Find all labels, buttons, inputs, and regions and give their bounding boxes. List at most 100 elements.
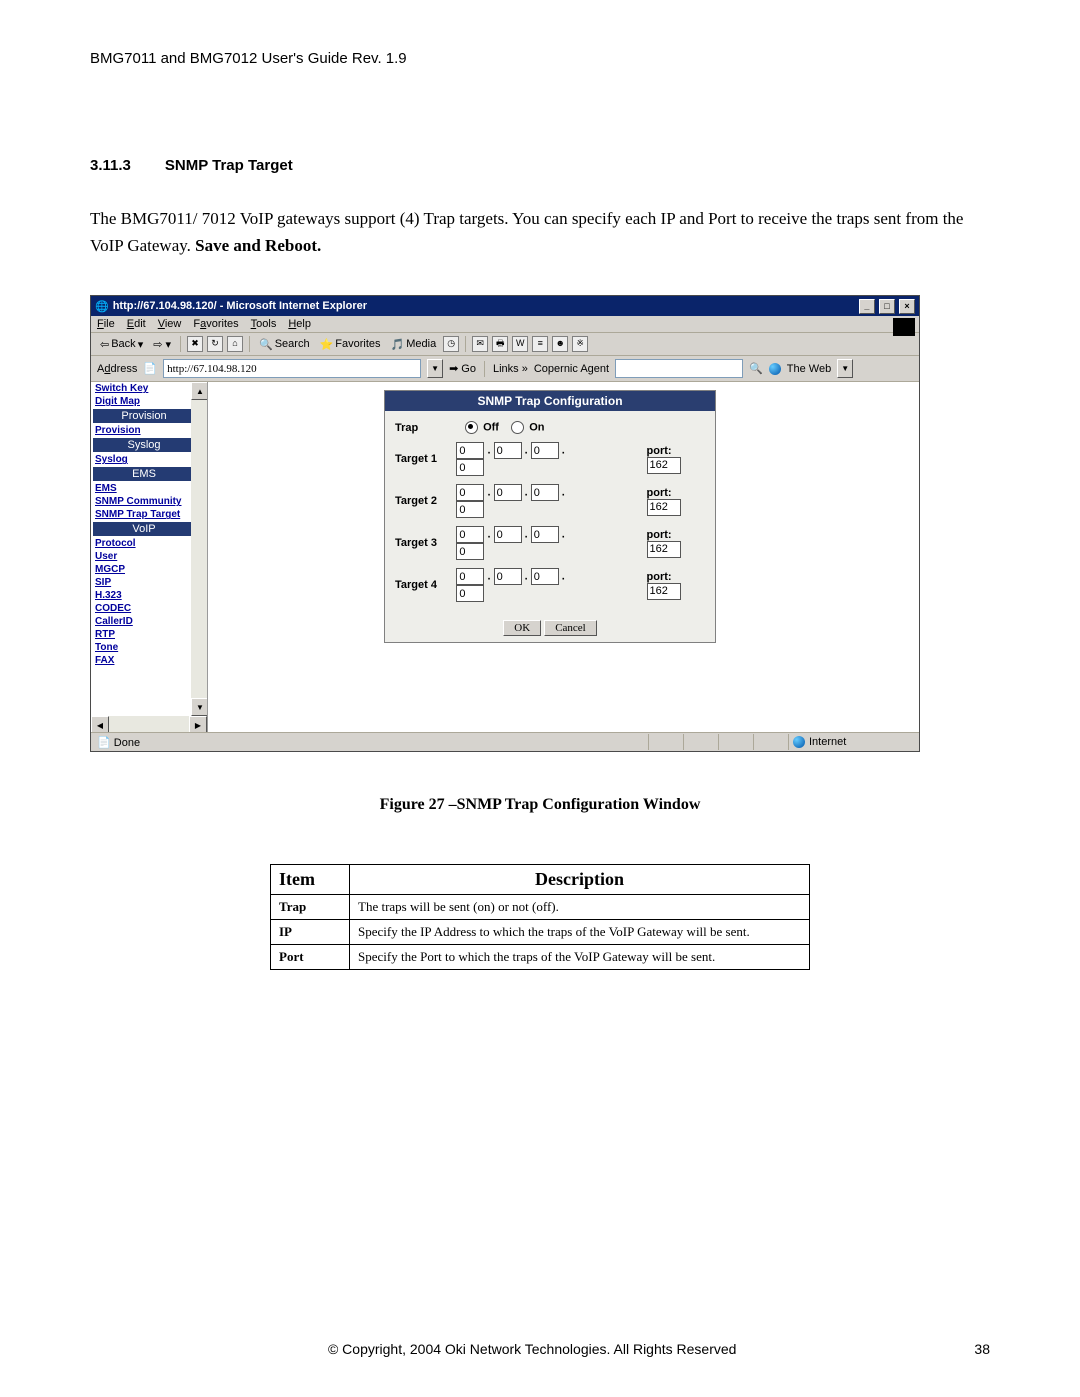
trap-off-label: Off [483,422,499,434]
messenger-button[interactable]: ☻ [552,336,568,352]
ip-octet-input[interactable] [494,484,522,501]
research-button[interactable]: ※ [572,336,588,352]
cell-item: Port [271,945,350,970]
sidebar-link[interactable]: User [95,550,193,563]
ie-menubar: File Edit View Favorites Tools Help [91,316,919,333]
ip-octet-input[interactable] [456,484,484,501]
sidebar-link[interactable]: H.323 [95,589,193,602]
history-button[interactable]: ◷ [443,336,459,352]
ie-titlebar: 🌐 http://67.104.98.120/ - Microsoft Inte… [91,296,919,316]
ip-octet-input[interactable] [456,459,484,476]
sidebar-link[interactable]: EMS [95,482,193,495]
address-dropdown[interactable]: ▼ [427,359,443,378]
go-button[interactable]: ➡ Go [449,362,476,375]
menu-view[interactable]: View [158,318,182,330]
target-label: Target 3 [395,537,456,549]
stop-button[interactable]: ✖ [187,336,203,352]
copernic-input[interactable] [615,359,743,378]
home-button[interactable]: ⌂ [227,336,243,352]
ok-button[interactable]: OK [503,620,541,636]
address-input[interactable] [163,359,421,378]
window-controls: _ □ × [858,299,915,314]
sidebar-link[interactable]: CallerID [95,615,193,628]
sidebar-link[interactable]: RTP [95,628,193,641]
ip-octet-input[interactable] [531,442,559,459]
ip-octet-input[interactable] [456,526,484,543]
trap-off-radio[interactable] [465,421,478,434]
sidebar-heading: Syslog [93,438,195,452]
port-label: port: [647,487,672,499]
sidebar-link[interactable]: Provision [95,424,193,437]
ip-octet-input[interactable] [494,526,522,543]
minimize-button[interactable]: _ [859,299,875,314]
sidebar-link[interactable]: Protocol [95,537,193,550]
close-button[interactable]: × [899,299,915,314]
sidebar-link[interactable]: Tone [95,641,193,654]
description-table: Item Description TrapThe traps will be s… [270,864,810,970]
port-label: port: [647,445,672,457]
scroll-right-button[interactable]: ▶ [189,716,207,732]
cell-item: Trap [271,895,350,920]
sidebar-link[interactable]: FAX [95,654,193,667]
sidebar-vscroll[interactable]: ▲ ▼ [191,382,207,716]
edit-button[interactable]: W [512,336,528,352]
maximize-button[interactable]: □ [879,299,895,314]
figure-caption: Figure 27 –SNMP Trap Configuration Windo… [90,796,990,814]
refresh-button[interactable]: ↻ [207,336,223,352]
snmp-buttons: OK Cancel [385,612,715,642]
scroll-left-button[interactable]: ◀ [91,716,109,732]
sidebar-hscroll[interactable]: ◀ ▶ [91,716,207,732]
cancel-button[interactable]: Cancel [544,620,597,636]
sidebar-link[interactable]: CODEC [95,602,193,615]
cell-desc: The traps will be sent (on) or not (off)… [350,895,810,920]
page-number: 38 [974,1341,990,1357]
mail-button[interactable]: ✉ [472,336,488,352]
menu-file[interactable]: File [97,318,115,330]
ip-octet-input[interactable] [531,484,559,501]
scroll-down-button[interactable]: ▼ [191,698,208,716]
copernic-search-icon[interactable]: 🔍 [749,362,763,375]
search-button[interactable]: 🔍Search [256,338,313,351]
body-bold: Save and Reboot. [195,236,321,255]
page-icon: 📄 [97,737,111,749]
sidebar-link[interactable]: SNMP Community [95,495,193,508]
ip-octet-input[interactable] [456,442,484,459]
window-title: http://67.104.98.120/ - Microsoft Intern… [113,300,367,312]
back-button[interactable]: ⇦ Back ▾ [97,338,146,351]
ip-octet-input[interactable] [494,442,522,459]
port-input[interactable] [647,541,681,558]
ip-octet-input[interactable] [531,526,559,543]
menu-edit[interactable]: Edit [127,318,146,330]
discuss-button[interactable]: ≡ [532,336,548,352]
cell-desc: Specify the Port to which the traps of t… [350,945,810,970]
menu-help[interactable]: Help [288,318,311,330]
sidebar-link[interactable]: Digit Map [95,395,193,408]
table-row: PortSpecify the Port to which the traps … [271,945,810,970]
port-input[interactable] [647,583,681,600]
menu-tools[interactable]: Tools [251,318,277,330]
sidebar-link[interactable]: Switch Key [95,382,193,395]
links-label[interactable]: Links » [493,363,528,375]
sidebar-link[interactable]: SIP [95,576,193,589]
print-button[interactable]: 🖶 [492,336,508,352]
theweb-dropdown[interactable]: ▼ [837,359,853,378]
favorites-button[interactable]: ⭐Favorites [317,338,384,351]
section-number: 3.11.3 [90,157,131,174]
forward-button[interactable]: ⇨ ▾ [150,338,174,351]
ip-octet-input[interactable] [456,568,484,585]
ip-octet-input[interactable] [456,501,484,518]
media-button[interactable]: 🎵Media [388,338,440,351]
menu-favorites[interactable]: Favorites [193,318,238,330]
port-input[interactable] [647,499,681,516]
target-row: Target 2 . . . port: [395,480,705,522]
ip-octet-input[interactable] [494,568,522,585]
trap-on-radio[interactable] [511,421,524,434]
sidebar-link[interactable]: SNMP Trap Target [95,508,193,521]
ip-octet-input[interactable] [456,585,484,602]
sidebar-link[interactable]: MGCP [95,563,193,576]
ip-octet-input[interactable] [531,568,559,585]
sidebar-link[interactable]: Syslog [95,453,193,466]
port-input[interactable] [647,457,681,474]
scroll-up-button[interactable]: ▲ [191,382,208,400]
ip-octet-input[interactable] [456,543,484,560]
